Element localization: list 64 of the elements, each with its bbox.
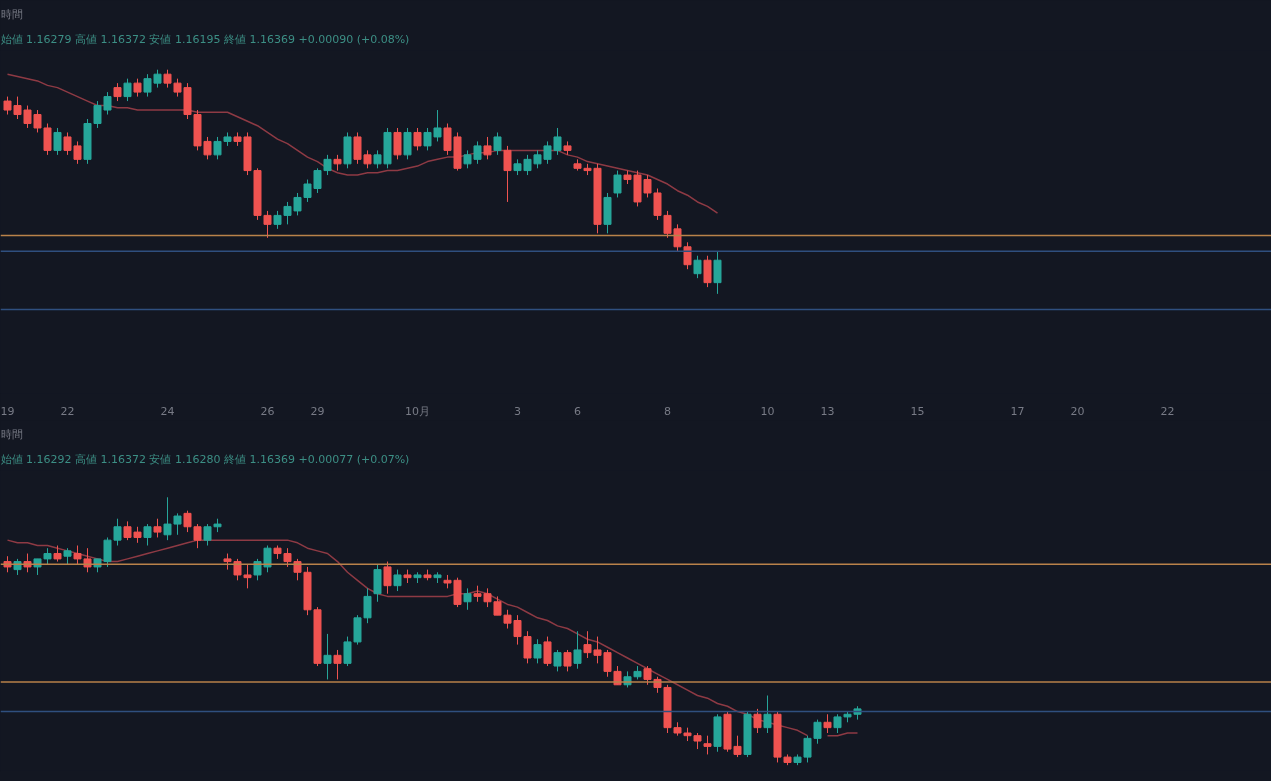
x-tick-label: 6 [574,404,581,418]
text: 始値 1.16292 高値 1.16372 安値 1.16280 終値 1.16369 +0.00077 (+0.07%) [0,452,410,466]
x-tick-label: 15 [910,404,925,418]
candlestick [563,649,572,672]
candlestick [823,713,832,734]
candlestick [193,523,202,549]
candlestick [573,630,582,670]
candlestick [393,569,402,592]
x-tick-label: 17 [1010,404,1025,418]
candlestick [243,563,252,589]
candlestick [493,131,502,156]
candlestick [113,518,122,546]
candlestick [383,561,392,595]
candlestick [693,255,702,279]
candlestick [703,735,712,755]
x-tick-label: 10月 [405,404,430,418]
candlestick [393,127,402,160]
candlestick [543,636,552,667]
x-tick-label: 10 [760,404,775,418]
x-tick-label: 19 [0,404,15,418]
x-tick-label: 3 [514,404,521,418]
x-tick-label: 29 [310,404,325,418]
chart-title: 時間 [0,427,23,441]
text: 始値 1.16279 高値 1.16372 安値 1.16195 終値 1.16369 +0.00090 (+0.08%) [0,32,410,46]
candlestick [463,587,472,611]
candlestick [763,695,772,734]
candlestick [713,250,722,295]
candlestick [173,512,182,536]
x-tick-label: 13 [820,404,835,418]
candlestick [153,518,162,538]
candlestick [163,496,172,541]
x-tick-label: 24 [160,404,175,418]
candlestick [703,255,712,288]
chart-title: 時間 [0,7,23,21]
candlestick [53,127,62,156]
x-tick-label: 22 [1160,404,1175,418]
candlestick [363,587,372,624]
candlestick [613,170,622,198]
candlestick [483,136,492,160]
x-tick-label: 26 [260,404,275,418]
candlestick [203,523,212,546]
candlestick [813,719,822,745]
candlestick [143,523,152,546]
candlestick [343,636,352,667]
candlestick [333,649,342,680]
candlestick [413,127,422,151]
candlestick [183,510,192,533]
candlestick [83,547,92,573]
candlestick [73,545,82,565]
candlestick [803,735,812,763]
candlestick [403,127,412,160]
x-tick-label: 22 [60,404,75,418]
candlestick [123,78,132,102]
candlestick [683,241,692,270]
candlestick [43,122,52,156]
x-tick-label: 8 [664,404,671,418]
candlestick [533,638,542,664]
candlestick [833,713,842,734]
candlestick [553,649,562,672]
candlestick [503,145,512,203]
candlestick [323,633,332,680]
x-tick-label: 20 [1070,404,1085,418]
candlestick [493,595,502,616]
candlestick [753,708,762,734]
